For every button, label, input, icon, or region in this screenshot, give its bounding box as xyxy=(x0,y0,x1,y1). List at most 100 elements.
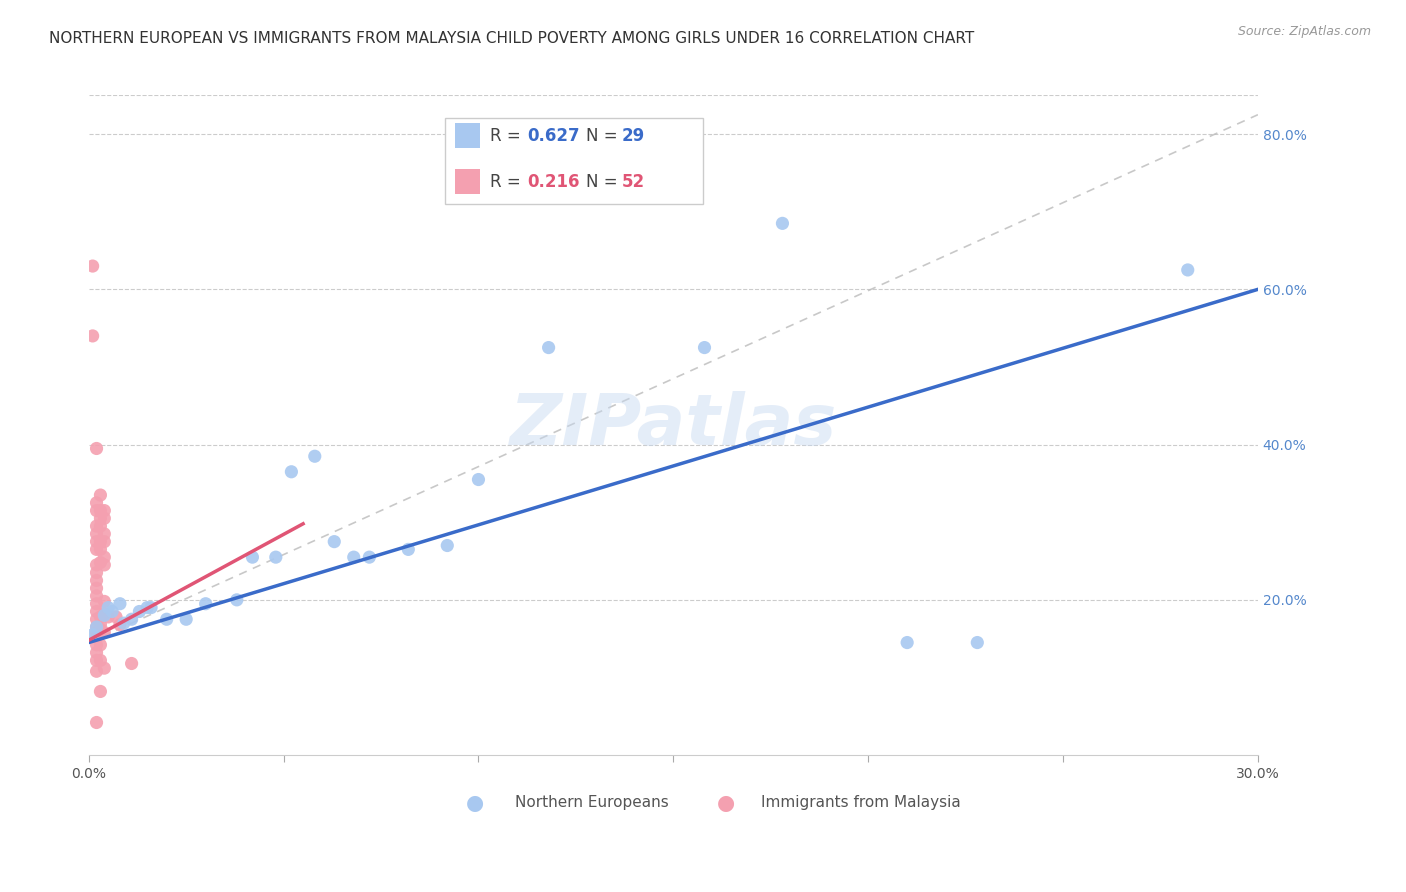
Bar xyxy=(454,123,481,148)
Point xyxy=(896,635,918,649)
Point xyxy=(86,620,108,634)
Point xyxy=(86,581,108,595)
Text: ●: ● xyxy=(717,793,735,813)
Point xyxy=(108,597,131,611)
Point xyxy=(86,665,108,679)
Point xyxy=(86,653,108,667)
Point xyxy=(89,638,111,652)
Bar xyxy=(454,169,481,194)
Text: NORTHERN EUROPEAN VS IMMIGRANTS FROM MALAYSIA CHILD POVERTY AMONG GIRLS UNDER 16: NORTHERN EUROPEAN VS IMMIGRANTS FROM MAL… xyxy=(49,31,974,46)
Text: 52: 52 xyxy=(621,173,645,191)
Point xyxy=(89,684,111,698)
Point xyxy=(93,558,115,572)
Point xyxy=(93,511,115,525)
Point xyxy=(112,616,135,631)
Point xyxy=(86,566,108,580)
Point xyxy=(242,550,264,565)
Point xyxy=(89,488,111,502)
Point xyxy=(82,259,104,273)
Point xyxy=(86,620,108,634)
Point xyxy=(86,558,108,572)
Point xyxy=(966,635,988,649)
Point xyxy=(86,605,108,619)
Point xyxy=(86,503,108,517)
Point xyxy=(359,550,381,565)
Point xyxy=(128,605,150,619)
Point xyxy=(93,661,115,675)
Point xyxy=(537,341,560,355)
Text: 0.216: 0.216 xyxy=(527,173,579,191)
Point xyxy=(86,527,108,541)
Point xyxy=(93,527,115,541)
Point xyxy=(121,657,143,671)
Point xyxy=(86,519,108,533)
Point xyxy=(105,610,128,624)
Text: R =: R = xyxy=(489,173,526,191)
Point xyxy=(89,610,111,624)
Text: N =: N = xyxy=(586,127,623,145)
Point xyxy=(86,715,108,730)
Point xyxy=(89,542,111,557)
Point xyxy=(93,607,115,621)
Point xyxy=(136,600,159,615)
Point xyxy=(323,534,346,549)
Point xyxy=(1177,263,1199,277)
Point xyxy=(343,550,366,565)
Point xyxy=(101,605,124,619)
Point xyxy=(108,617,131,632)
Point xyxy=(82,628,104,642)
Point xyxy=(396,542,419,557)
Point xyxy=(436,539,458,553)
Point xyxy=(89,519,111,533)
Point xyxy=(86,612,108,626)
Point xyxy=(89,511,111,525)
Point xyxy=(139,600,162,615)
Point xyxy=(89,617,111,632)
Point xyxy=(264,550,287,565)
Point xyxy=(86,589,108,603)
Text: N =: N = xyxy=(586,173,623,191)
Text: 0.627: 0.627 xyxy=(527,127,579,145)
Point xyxy=(280,465,302,479)
Point xyxy=(89,653,111,667)
Point xyxy=(86,597,108,611)
Point xyxy=(225,592,247,607)
Point xyxy=(86,442,108,456)
Point xyxy=(174,612,197,626)
Point xyxy=(86,638,108,652)
Point xyxy=(82,329,104,343)
Point xyxy=(89,623,111,637)
Point xyxy=(86,625,108,640)
Point xyxy=(93,594,115,608)
Point xyxy=(86,646,108,660)
Point xyxy=(89,556,111,570)
Text: Northern Europeans: Northern Europeans xyxy=(516,795,669,810)
Text: 29: 29 xyxy=(621,127,645,145)
Point xyxy=(89,534,111,549)
Point xyxy=(86,534,108,549)
Point xyxy=(772,216,794,230)
Point xyxy=(693,341,716,355)
Text: R =: R = xyxy=(489,127,526,145)
Point xyxy=(156,612,179,626)
Point xyxy=(89,503,111,517)
Text: Source: ZipAtlas.com: Source: ZipAtlas.com xyxy=(1237,25,1371,38)
Text: Immigrants from Malaysia: Immigrants from Malaysia xyxy=(761,795,960,810)
Point xyxy=(86,496,108,510)
Point xyxy=(93,503,115,517)
Point xyxy=(86,574,108,588)
Text: ZIPatlas: ZIPatlas xyxy=(509,391,837,459)
Point xyxy=(121,612,143,626)
Point xyxy=(93,534,115,549)
Point xyxy=(194,597,217,611)
Point xyxy=(304,449,326,463)
FancyBboxPatch shape xyxy=(446,119,703,204)
Point xyxy=(86,630,108,644)
Point xyxy=(97,610,120,624)
Point xyxy=(86,542,108,557)
Point xyxy=(93,625,115,640)
Point xyxy=(97,600,120,615)
Point xyxy=(467,473,489,487)
Text: ●: ● xyxy=(465,793,484,813)
Point xyxy=(93,608,115,623)
